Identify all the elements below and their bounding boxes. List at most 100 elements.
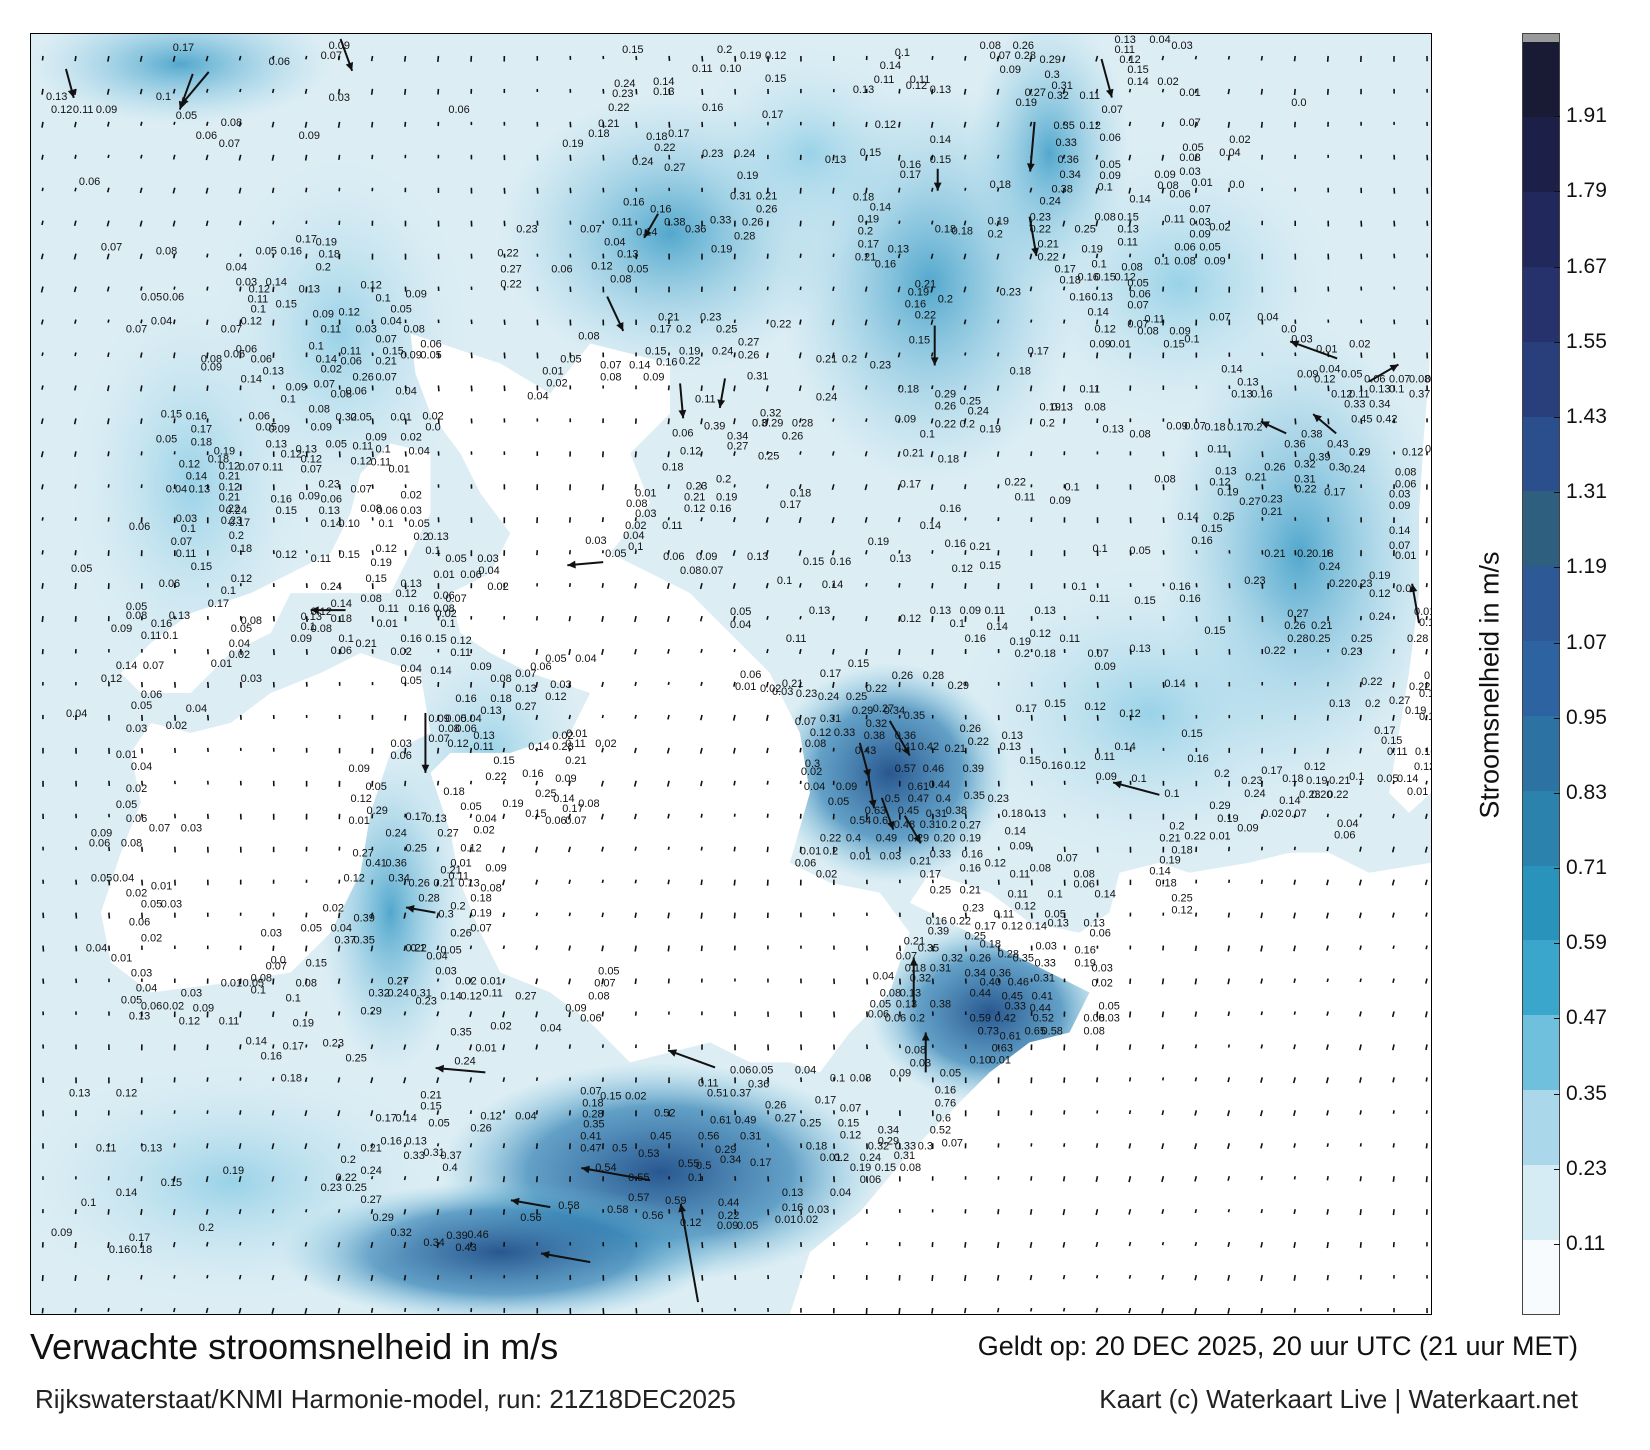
- flow-tick: [831, 451, 835, 456]
- flow-tick: [766, 648, 769, 654]
- flow-tick: [1095, 1176, 1099, 1182]
- colorbar-tick: [1554, 868, 1560, 870]
- speed-label: 0.08: [480, 883, 501, 895]
- speed-label: 0.14: [266, 277, 287, 289]
- speed-label: 0.61: [908, 781, 929, 793]
- flow-tick: [535, 813, 539, 820]
- speed-label: 0.08: [1074, 869, 1095, 881]
- speed-label: 0.05: [737, 1220, 758, 1232]
- speed-label: 0.1: [777, 575, 792, 587]
- flow-tick: [535, 747, 539, 752]
- speed-label: 0.06: [580, 1012, 601, 1024]
- speed-label: 0.1: [1389, 383, 1404, 395]
- flow-tick: [963, 253, 967, 260]
- speed-label: 0.08: [1157, 180, 1178, 192]
- speed-label: 0.12: [1002, 921, 1023, 933]
- map-credit: Kaart (c) Waterkaart Live | Waterkaart.n…: [1099, 1384, 1578, 1414]
- flow-tick: [700, 879, 703, 886]
- flow-tick: [963, 451, 967, 458]
- speed-label: 0.08: [121, 838, 142, 850]
- speed-label: 0.34: [1060, 169, 1081, 181]
- speed-label: 0.07: [101, 242, 122, 254]
- speed-label: 0.31: [410, 987, 431, 999]
- speed-label: 0.22: [718, 1210, 739, 1222]
- speed-label: 0.04: [1257, 312, 1278, 324]
- speed-label: 0.41: [580, 1130, 601, 1142]
- flow-tick: [1424, 846, 1428, 853]
- flow-tick: [733, 780, 736, 786]
- flow-tick: [535, 648, 539, 655]
- speed-label: 0.03: [126, 723, 147, 735]
- speed-label: 0.03: [585, 535, 606, 547]
- speed-label: 0.05: [445, 713, 466, 725]
- speed-label: 0.33: [1005, 1000, 1026, 1012]
- speed-label: 0.2: [960, 418, 975, 430]
- speed-label: 0.31: [1034, 973, 1055, 985]
- speed-label: 0.45: [898, 805, 919, 817]
- flow-tick: [996, 385, 1000, 391]
- speed-label: 0.19: [960, 833, 981, 845]
- flow-tick: [74, 121, 77, 128]
- speed-label: 0.16: [281, 246, 302, 258]
- speed-label: 0.25: [846, 691, 867, 703]
- flow-tick: [864, 286, 868, 292]
- speed-label: 0.15: [425, 633, 446, 645]
- flow-tick: [733, 747, 736, 754]
- speed-label: 0.29: [361, 1005, 382, 1017]
- speed-label: 0.17: [668, 128, 689, 140]
- flow-tick: [305, 187, 308, 193]
- speed-label: 0.15: [1163, 339, 1184, 351]
- speed-label: 0.16: [271, 493, 292, 505]
- flow-tick: [832, 582, 835, 587]
- speed-label: 0.42: [918, 741, 939, 753]
- speed-label: 0.31: [1052, 80, 1073, 92]
- current-speed-map: 0.17 0.06 0.09 0.07 0.13 0.12 0.11 0.09 0.1 0.05 0…: [30, 33, 1432, 1315]
- flow-tick: [205, 187, 209, 194]
- speed-label: 0.05: [420, 349, 441, 361]
- speed-label: 0.25: [1213, 511, 1234, 523]
- speed-label: 0.08: [1395, 466, 1416, 478]
- speed-label: 0.13: [1052, 401, 1073, 413]
- current-arrow: [178, 73, 194, 110]
- speed-label: 0.18: [582, 1097, 603, 1109]
- speed-label: 0.06: [1074, 879, 1095, 891]
- colorbar-tick-label: 0.23: [1566, 1156, 1607, 1180]
- speed-label: 0.08: [850, 1072, 871, 1084]
- speed-label: 0.59: [970, 1012, 991, 1024]
- colorbar: [1522, 33, 1560, 1315]
- speed-label: 0.13: [653, 86, 674, 98]
- speed-label: 0.37: [335, 935, 356, 947]
- colorbar-tick-label: 1.31: [1566, 480, 1607, 504]
- speed-label: 0.15: [860, 147, 881, 159]
- speed-label: 0.04: [226, 262, 247, 274]
- speed-label: 0.22: [608, 102, 629, 114]
- speed-label: 0.2: [938, 294, 953, 306]
- speed-label: 0.39: [963, 763, 984, 775]
- flow-tick: [74, 484, 77, 489]
- flow-tick: [1095, 55, 1099, 62]
- flow-tick: [931, 616, 934, 623]
- flow-tick: [469, 1176, 473, 1182]
- speed-label: 0.2: [1365, 698, 1380, 710]
- speed-label: 0.21: [1159, 833, 1180, 845]
- flow-tick: [1029, 220, 1033, 227]
- speed-label: 0.07: [795, 716, 816, 728]
- flow-tick: [1392, 1176, 1395, 1182]
- flow-tick: [865, 615, 868, 622]
- flow-tick: [634, 912, 637, 918]
- flow-tick: [106, 220, 110, 227]
- speed-label: 0.31: [423, 1147, 444, 1159]
- flow-tick: [304, 154, 308, 161]
- flow-tick: [1260, 88, 1264, 95]
- flow-tick: [173, 352, 176, 359]
- speed-label: 0.02: [760, 683, 781, 695]
- flow-tick: [370, 1176, 374, 1180]
- speed-label: 0.20: [934, 833, 955, 845]
- flow-tick: [73, 418, 77, 425]
- speed-label: 0.2: [988, 229, 1003, 241]
- flow-tick: [832, 418, 835, 422]
- speed-label: 0.22: [336, 1172, 357, 1184]
- speed-label: 0.13: [1215, 465, 1236, 477]
- flow-tick: [1326, 945, 1329, 951]
- flow-tick: [1227, 1143, 1231, 1150]
